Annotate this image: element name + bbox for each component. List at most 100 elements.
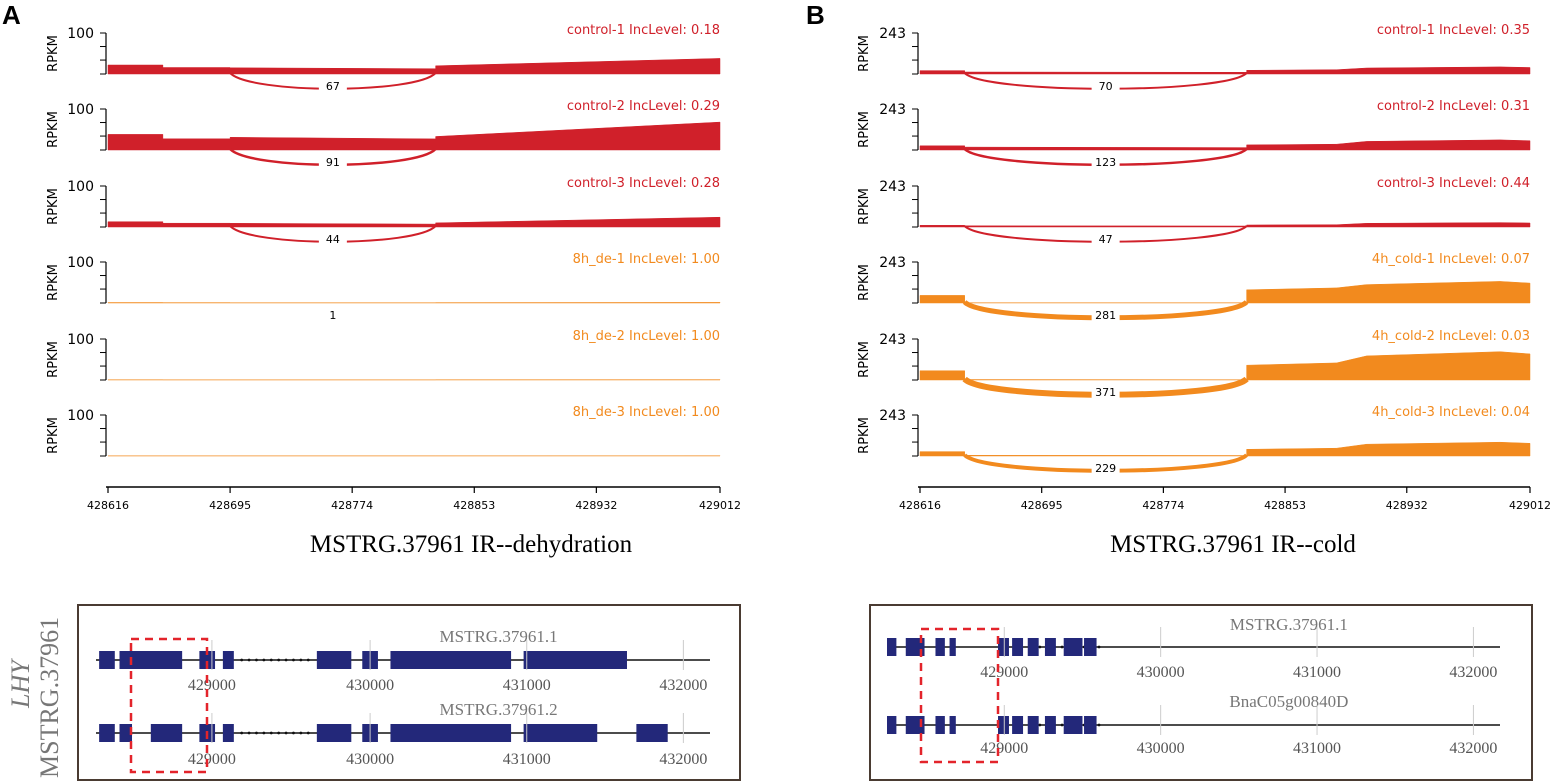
- junction-count: 281: [1095, 309, 1116, 322]
- coverage-area: [919, 441, 1531, 457]
- x-tick-label: 429012: [1509, 499, 1550, 512]
- coord-label: 430000: [1137, 664, 1185, 681]
- y-max-label: 100: [67, 26, 94, 42]
- sashimi-panel-b: 243 RPKM 70 control-1 IncLevel: 0.35 243 RPKM…: [857, 23, 1550, 512]
- junction-count: 229: [1095, 462, 1116, 475]
- exon-block: [316, 651, 352, 669]
- y-axis-label: RPKM: [857, 341, 872, 378]
- junction-count: 70: [1099, 80, 1113, 93]
- y-axis-label: RPKM: [46, 264, 61, 301]
- junction-count: 47: [1099, 233, 1113, 246]
- coord-label: 430000: [346, 751, 394, 768]
- transcript-row-1: MSTRG.37961.1 429000 430000 431000 432000: [887, 615, 1500, 681]
- transcript-name: MSTRG.37961.1: [440, 627, 558, 646]
- sashimi-panel-a: 100 RPKM 67 control-1 IncLevel: 0.18 100 RPKM…: [46, 23, 741, 512]
- junction-count: 1: [329, 309, 336, 322]
- x-tick-label: 429012: [699, 499, 741, 512]
- exon-block: [935, 638, 945, 656]
- sample-label: 4h_cold-3 IncLevel: 0.04: [1372, 405, 1530, 420]
- track-5: 243 RPKM 371 4h_cold-2 IncLevel: 0.03: [857, 329, 1531, 399]
- coord-label: 429000: [980, 740, 1028, 757]
- track-6: 100 RPKM 8h_de-3 IncLevel: 1.00: [46, 405, 721, 457]
- x-tick-label: 428695: [1021, 499, 1063, 512]
- exon-block: [1027, 638, 1039, 656]
- intron-dot: [306, 731, 310, 735]
- coverage-area: [919, 222, 1531, 228]
- transcript-side-label: MSTRG.37961: [35, 617, 64, 778]
- y-max-label: 100: [67, 102, 94, 118]
- track-3: 100 RPKM 44 control-3 IncLevel: 0.28: [46, 176, 721, 246]
- exon-block: [390, 651, 512, 669]
- exon-block: [887, 716, 897, 734]
- panel-label-a: A: [2, 0, 21, 30]
- exon-block: [523, 724, 598, 742]
- coverage-area: [107, 58, 721, 75]
- sample-label: 8h_de-1 IncLevel: 1.00: [573, 252, 720, 267]
- coord-label: 432000: [1449, 664, 1497, 681]
- track-3: 243 RPKM 47 control-3 IncLevel: 0.44: [857, 176, 1531, 246]
- y-axis-label: RPKM: [857, 188, 872, 225]
- exon-block: [390, 724, 512, 742]
- y-axis-label: RPKM: [46, 417, 61, 454]
- coord-label: 432000: [1449, 740, 1497, 757]
- intron-dot: [255, 731, 258, 735]
- transcript-name: MSTRG.37961.2: [440, 700, 558, 719]
- sample-label: control-3 IncLevel: 0.28: [567, 176, 720, 191]
- gene-side-label: MSTRG.37961 LHY: [6, 617, 64, 778]
- intron-dot: [299, 731, 303, 735]
- exon-block: [949, 716, 956, 734]
- sample-label: 4h_cold-1 IncLevel: 0.07: [1372, 252, 1530, 267]
- junction-label-bg: [318, 80, 347, 92]
- coord-label: 432000: [659, 751, 707, 768]
- coverage-area: [919, 66, 1531, 75]
- exon-block: [636, 724, 668, 742]
- transcript-name: BnaC05g00840D: [1229, 692, 1348, 711]
- intron-dot: [240, 658, 244, 662]
- intron-dot: [306, 658, 310, 662]
- junction-label-bg: [1091, 309, 1120, 321]
- panel-a-title: MSTRG.37961 IR--dehydration: [310, 531, 633, 558]
- exon-block: [119, 724, 133, 742]
- coverage-area: [107, 302, 721, 304]
- coverage-area: [919, 281, 1531, 304]
- junction-count: 67: [326, 80, 340, 93]
- y-axis-label: RPKM: [46, 111, 61, 148]
- track-4: 243 RPKM 281 4h_cold-1 IncLevel: 0.07: [857, 252, 1531, 322]
- x-tick-label: 428853: [453, 499, 495, 512]
- track-2: 100 RPKM 91 control-2 IncLevel: 0.29: [46, 99, 721, 169]
- exon-block: [1012, 716, 1024, 734]
- track-6: 243 RPKM 229 4h_cold-3 IncLevel: 0.04: [857, 405, 1531, 475]
- exon-block: [523, 651, 627, 669]
- coord-label: 429000: [188, 677, 236, 694]
- x-tick-label: 428774: [1142, 499, 1184, 512]
- gene-model-frame: [77, 604, 741, 781]
- intron-dot: [1097, 645, 1101, 649]
- sample-label: control-2 IncLevel: 0.31: [1377, 99, 1530, 114]
- intron-dot: [1038, 723, 1042, 727]
- track-2: 243 RPKM 123 control-2 IncLevel: 0.31: [857, 99, 1531, 169]
- x-tick-label: 428853: [1264, 499, 1306, 512]
- transcript-row-1: MSTRG.37961.1 429000 430000 431000 432000: [96, 627, 710, 694]
- sample-label: control-3 IncLevel: 0.44: [1377, 176, 1530, 191]
- junction-label-bg: [1091, 156, 1120, 168]
- exon-block: [998, 638, 1009, 656]
- coverage-area: [107, 216, 721, 228]
- coord-label: 431000: [1293, 740, 1341, 757]
- exon-block: [998, 716, 1009, 734]
- transcript-row-2: MSTRG.37961.2 429000 430000 431000 432000: [96, 700, 710, 768]
- exon-block: [1063, 716, 1083, 734]
- x-tick-label: 428932: [575, 499, 617, 512]
- exon-block: [1027, 716, 1039, 734]
- sample-label: 4h_cold-2 IncLevel: 0.03: [1372, 329, 1530, 344]
- y-axis-label: RPKM: [857, 264, 872, 301]
- exon-block: [1084, 638, 1097, 656]
- exon-block: [1044, 638, 1056, 656]
- coord-label: 431000: [503, 677, 551, 694]
- coord-label: 431000: [503, 751, 551, 768]
- gene-side-label-lhy: LHY: [6, 658, 35, 709]
- x-tick-label: 428932: [1386, 499, 1428, 512]
- intron-dot: [255, 658, 258, 662]
- intron-dot: [247, 658, 251, 662]
- y-max-label: 243: [879, 179, 906, 195]
- transcript-row-2: BnaC05g00840D 429000 430000 431000 432000: [887, 692, 1500, 757]
